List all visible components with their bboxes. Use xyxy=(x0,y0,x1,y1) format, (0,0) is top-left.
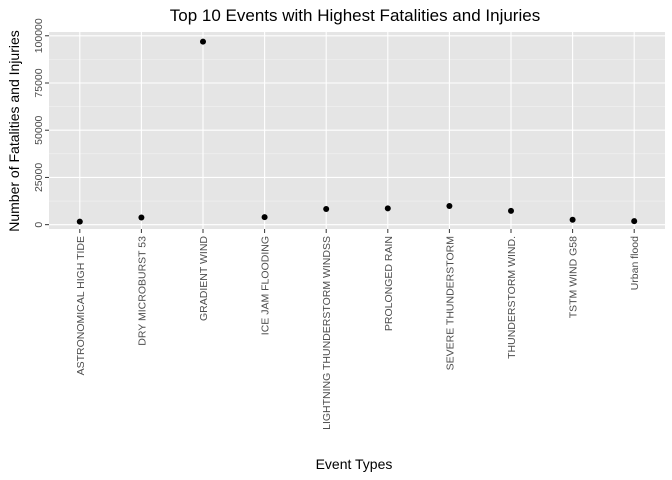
data-point xyxy=(569,216,576,223)
y-axis: 0 25000 50000 75000 100000 xyxy=(33,18,49,228)
data-point xyxy=(631,218,638,225)
x-tick-label: DRY MICROBURST 53 xyxy=(136,236,148,346)
x-tick-label: ASTRONOMICAL HIGH TIDE xyxy=(75,236,87,375)
data-point xyxy=(323,205,330,212)
data-point xyxy=(446,202,453,209)
x-tick-label: GRADIENT WIND xyxy=(198,236,210,321)
data-point xyxy=(76,218,83,225)
chart-title: Top 10 Events with Highest Fatalities an… xyxy=(170,6,540,25)
y-tick-label: 75000 xyxy=(33,68,45,97)
x-axis-title: Event Types xyxy=(316,456,393,472)
x-tick-label: SEVERE THUNDERSTORM xyxy=(444,236,456,370)
y-tick-label: 25000 xyxy=(33,163,45,192)
data-point xyxy=(384,205,391,212)
x-tick-label: LIGHTNING THUNDERSTORM WINDSS xyxy=(321,236,333,430)
data-points xyxy=(76,38,638,225)
y-tick-label: 100000 xyxy=(33,18,45,53)
data-point xyxy=(138,214,145,221)
y-axis-title: Number of Fatalities and Injuries xyxy=(6,30,22,232)
data-point xyxy=(508,207,514,214)
data-point xyxy=(261,214,268,221)
x-tick-label: THUNDERSTORM WIND. xyxy=(506,236,518,359)
x-tick-label: PROLONGED RAIN xyxy=(383,236,395,331)
x-tick-label: TSTM WIND G58 xyxy=(568,236,580,318)
x-axis: ASTRONOMICAL HIGH TIDE DRY MICROBURST 53 G… xyxy=(75,229,641,430)
data-point xyxy=(200,38,206,45)
grid xyxy=(49,32,665,229)
x-tick-label: Urban flood xyxy=(629,236,641,290)
y-tick-label: 50000 xyxy=(33,115,45,144)
x-tick-label: ICE JAM FLOODING xyxy=(260,236,272,335)
y-tick-label: 0 xyxy=(33,222,45,228)
